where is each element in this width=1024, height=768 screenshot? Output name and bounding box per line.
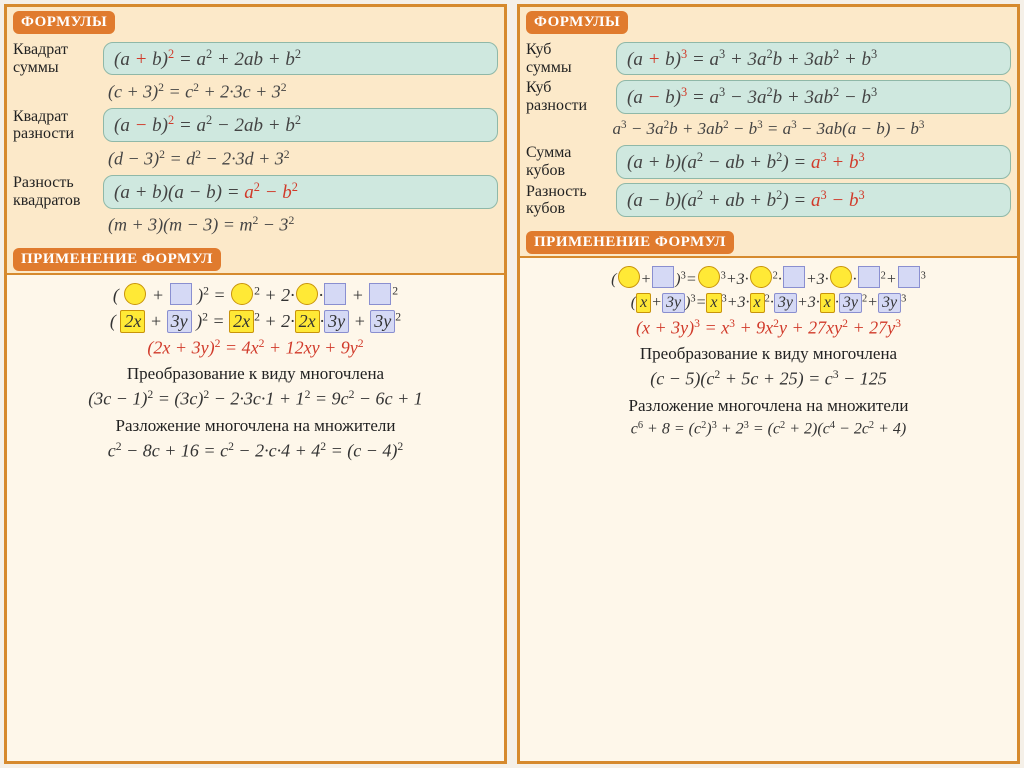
- formula-label: Разностьквадратов: [13, 174, 97, 209]
- formula-row: Кубразности (a − b)3 = a3 − 3a2b + 3ab2 …: [526, 79, 1011, 114]
- formula-box: (a − b)(a2 + ab + b2) = a3 − b3: [616, 183, 1011, 217]
- formula-label: Квадратсуммы: [13, 41, 97, 76]
- formula-label: Кубразности: [526, 79, 610, 114]
- left-formulas-header: ФОРМУЛЫ: [13, 11, 115, 34]
- app-boxed-line: ( 2x + 3y )2 = 2x2 + 2·2x·3y + 3y2: [15, 310, 496, 333]
- formula-label: Кубсуммы: [526, 41, 610, 76]
- app-boxed-line: (x+3y)3=x3+3·x2·3y+3·x·3y2+3y3: [528, 293, 1009, 313]
- app-heading: Разложение многочлена на множители: [15, 416, 496, 436]
- app-heading: Разложение многочлена на множители: [528, 396, 1009, 416]
- left-app-header: ПРИМЕНЕНИЕ ФОРМУЛ: [13, 248, 221, 271]
- right-app-header: ПРИМЕНЕНИЕ ФОРМУЛ: [526, 231, 734, 254]
- formula-label: Квадратразности: [13, 108, 97, 143]
- formula-row: Квадратразности (a − b)2 = a2 − 2ab + b2: [13, 108, 498, 143]
- formula-row: Разностькубов (a − b)(a2 + ab + b2) = a3…: [526, 183, 1011, 218]
- formula-example: (d − 3)2 = d2 − 2·3d + 32: [108, 146, 498, 171]
- app-transform-line: (c − 5)(c2 + 5c + 25) = c3 − 125: [528, 368, 1009, 389]
- formula-box: (a + b)(a − b) = a2 − b2: [103, 175, 498, 209]
- right-formulas: Кубсуммы (a + b)3 = a3 + 3a2b + 3ab2 + b…: [520, 36, 1017, 227]
- app-result-line: (2x + 3y)2 = 4x2 + 12xy + 9y2: [15, 337, 496, 358]
- formula-row: Квадратсуммы (a + b)2 = a2 + 2ab + b2: [13, 41, 498, 76]
- app-transform-line: (3c − 1)2 = (3c)2 − 2·3c·1 + 12 = 9c2 − …: [15, 388, 496, 409]
- formula-box: (a + b)2 = a2 + 2ab + b2: [103, 42, 498, 76]
- left-app: ( + )2 = 2 + 2·· + 2 ( 2x + 3y )2 = 2x2 …: [7, 273, 504, 761]
- left-formulas: Квадратсуммы (a + b)2 = a2 + 2ab + b2 (c…: [7, 36, 504, 244]
- formula-label: Разностькубов: [526, 183, 610, 218]
- formula-row: Кубсуммы (a + b)3 = a3 + 3a2b + 3ab2 + b…: [526, 41, 1011, 76]
- formula-box: (a − b)3 = a3 − 3a2b + 3ab2 − b3: [616, 80, 1011, 114]
- formula-row: Разностьквадратов (a + b)(a − b) = a2 − …: [13, 174, 498, 209]
- formula-row: Суммакубов (a + b)(a2 − ab + b2) = a3 + …: [526, 144, 1011, 179]
- app-factor-line: c2 − 8c + 16 = c2 − 2·c·4 + 42 = (c − 4)…: [15, 440, 496, 461]
- left-panel: ФОРМУЛЫ Квадратсуммы (a + b)2 = a2 + 2ab…: [4, 4, 507, 764]
- formula-box: (a + b)(a2 − ab + b2) = a3 + b3: [616, 145, 1011, 179]
- formula-example: (c + 3)2 = c2 + 2·3c + 32: [108, 79, 498, 104]
- app-factor-line: c6 + 8 = (c2)3 + 23 = (c2 + 2)(c4 − 2c2 …: [528, 420, 1009, 439]
- formula-box: (a − b)2 = a2 − 2ab + b2: [103, 108, 498, 142]
- formula-example: (m + 3)(m − 3) = m2 − 32: [108, 212, 498, 237]
- app-shapes-line: ( + )2 = 2 + 2·· + 2: [15, 283, 496, 306]
- formula-box: (a + b)3 = a3 + 3a2b + 3ab2 + b3: [616, 42, 1011, 76]
- app-result-line: (x + 3y)3 = x3 + 9x2y + 27xy2 + 27y3: [528, 317, 1009, 338]
- formula-example: a3 − 3a2b + 3ab2 − b3 = a3 − 3ab(a − b) …: [526, 117, 1011, 141]
- formula-label: Суммакубов: [526, 144, 610, 179]
- right-app: (+)3=3+3·2·+3··2+3 (x+3y)3=x3+3·x2·3y+3·…: [520, 256, 1017, 761]
- right-formulas-header: ФОРМУЛЫ: [526, 11, 628, 34]
- app-heading: Преобразование к виду многочлена: [15, 364, 496, 384]
- right-panel: ФОРМУЛЫ Кубсуммы (a + b)3 = a3 + 3a2b + …: [517, 4, 1020, 764]
- app-shapes-line: (+)3=3+3·2·+3··2+3: [528, 266, 1009, 289]
- app-heading: Преобразование к виду многочлена: [528, 344, 1009, 364]
